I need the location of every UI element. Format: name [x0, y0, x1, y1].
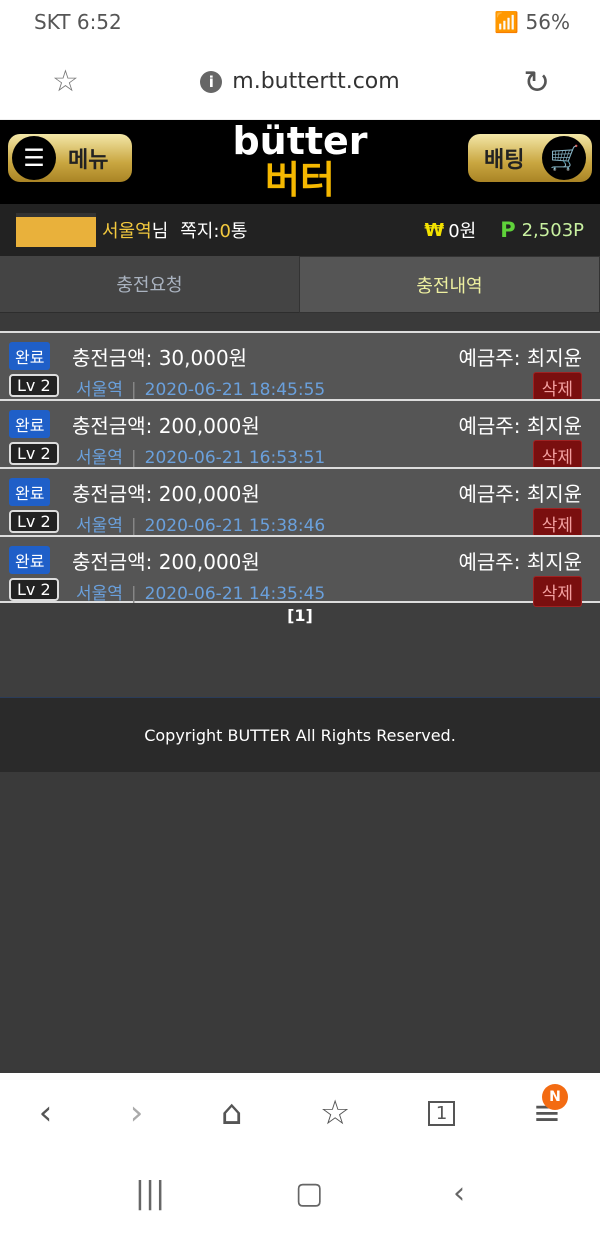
- record-datetime: 2020-06-21 16:53:51: [144, 448, 326, 468]
- divider: |: [130, 448, 137, 468]
- depositor: 예금주: 최지윤: [458, 550, 583, 574]
- status-badge: 완료: [9, 478, 51, 506]
- delete-button[interactable]: 삭제: [532, 576, 582, 607]
- recents-icon[interactable]: |||: [134, 1175, 166, 1211]
- username: 서울역: [102, 221, 152, 242]
- charge-amount: 충전금액: 200,000원: [72, 482, 260, 506]
- info-icon[interactable]: i: [200, 70, 223, 93]
- divider: |: [130, 584, 137, 604]
- record-datetime: 2020-06-21 18:45:55: [144, 380, 326, 400]
- charge-history-list: 완료 충전금액: 30,000원 예금주: 최지윤 Lv 2 서울역 | 2020-…: [0, 331, 600, 607]
- delete-button[interactable]: 삭제: [532, 508, 582, 539]
- back-icon[interactable]: ‹: [38, 1093, 53, 1133]
- back-button-icon[interactable]: ‹: [453, 1175, 466, 1211]
- depositor: 예금주: 최지윤: [458, 482, 583, 506]
- level-badge: Lv 2: [9, 510, 59, 533]
- user-bar: 서울역 님 쪽지:0통 ₩ 0원 P 2,503P: [0, 204, 600, 256]
- record-meta: 서울역 | 2020-06-21 14:35:45: [76, 579, 325, 604]
- logo-ko: 버터: [265, 158, 335, 202]
- browser-url-bar: ☆ i m.buttertt.com ↻: [0, 44, 600, 120]
- list-item: 완료 충전금액: 200,000원 예금주: 최지윤 Lv 2 서울역 | 2020…: [0, 399, 600, 471]
- footer: Copyright BUTTER All Rights Reserved.: [0, 698, 600, 772]
- list-item: 완료 충전금액: 200,000원 예금주: 최지윤 Lv 2 서울역 | 2020…: [0, 467, 600, 539]
- delete-button[interactable]: 삭제: [532, 372, 582, 403]
- charge-amount: 충전금액: 200,000원: [72, 414, 260, 438]
- browser-bottom-nav: ‹ › ⌂ ☆ 1 ≡: [0, 1073, 600, 1153]
- msg-count: 0: [219, 221, 231, 242]
- forward-icon[interactable]: ›: [129, 1093, 144, 1133]
- msg-unit: 통: [230, 221, 248, 242]
- level-badge: Lv 2: [9, 442, 59, 465]
- divider: |: [130, 516, 137, 536]
- logo[interactable]: bütter 버터: [222, 122, 378, 200]
- menu-icon: ☰: [12, 136, 56, 180]
- msg-label: 쪽지:: [180, 221, 220, 242]
- carrier: SKT: [34, 10, 71, 34]
- logo-en: bütter: [232, 119, 368, 163]
- level-badge: Lv 2: [9, 374, 59, 397]
- url-field[interactable]: i m.buttertt.com: [200, 69, 400, 94]
- cart-icon: 🛒: [542, 136, 587, 180]
- record-meta: 서울역 | 2020-06-21 16:53:51: [76, 443, 325, 468]
- tab-charge-history[interactable]: 충전내역: [299, 256, 600, 313]
- notification-badge: N: [542, 1084, 568, 1110]
- page-1-link[interactable]: [1]: [287, 606, 313, 625]
- tab-charge-request[interactable]: 충전요청: [0, 256, 299, 313]
- status-badge: 완료: [9, 342, 51, 370]
- won-icon: ₩: [424, 219, 445, 241]
- charge-amount: 충전금액: 200,000원: [72, 550, 260, 574]
- bookmark-star-icon[interactable]: ☆: [52, 64, 79, 99]
- tabs: 충전요청 충전내역: [0, 256, 600, 313]
- battery-level: 56%: [525, 10, 570, 34]
- avatar: [16, 213, 96, 247]
- messages-link[interactable]: 쪽지:0통: [180, 217, 247, 243]
- record-user: 서울역: [76, 516, 123, 536]
- depositor: 예금주: 최지윤: [458, 346, 583, 370]
- record-meta: 서울역 | 2020-06-21 18:45:55: [76, 375, 325, 400]
- point-icon: P: [500, 218, 516, 242]
- status-badge: 완료: [9, 546, 51, 574]
- bet-button[interactable]: 배팅 🛒: [468, 134, 592, 182]
- url-text: m.buttertt.com: [232, 69, 400, 94]
- pager-area: [0, 600, 600, 698]
- list-item: 완료 충전금액: 30,000원 예금주: 최지윤 Lv 2 서울역 | 2020-…: [0, 331, 600, 403]
- menu-button[interactable]: ☰ 메뉴: [8, 134, 132, 182]
- status-badge: 완료: [9, 410, 51, 438]
- wifi-icon: 📶: [494, 10, 520, 34]
- record-user: 서울역: [76, 380, 123, 400]
- status-bar: SKT 6:52 📶 56%: [0, 0, 600, 44]
- divider: |: [130, 380, 137, 400]
- menu-label: 메뉴: [68, 148, 109, 173]
- record-datetime: 2020-06-21 14:35:45: [144, 584, 326, 604]
- tabs-icon[interactable]: 1: [427, 1100, 456, 1126]
- bookmarks-icon[interactable]: ☆: [319, 1093, 351, 1133]
- system-nav: ||| ▢ ‹: [0, 1153, 600, 1233]
- depositor: 예금주: 최지윤: [458, 414, 583, 438]
- record-user: 서울역: [76, 584, 123, 604]
- home-icon[interactable]: ⌂: [220, 1093, 243, 1133]
- username-suffix: 님: [151, 221, 169, 242]
- list-item: 완료 충전금액: 200,000원 예금주: 최지윤 Lv 2 서울역 | 2020…: [0, 535, 600, 607]
- clock: 6:52: [76, 10, 122, 34]
- record-user: 서울역: [76, 448, 123, 468]
- charge-amount: 충전금액: 30,000원: [72, 346, 248, 370]
- record-datetime: 2020-06-21 15:38:46: [144, 516, 326, 536]
- home-button-icon[interactable]: ▢: [294, 1175, 324, 1211]
- bet-label: 배팅: [484, 148, 525, 173]
- record-meta: 서울역 | 2020-06-21 15:38:46: [76, 511, 325, 536]
- delete-button[interactable]: 삭제: [532, 440, 582, 471]
- reload-icon[interactable]: ↻: [523, 62, 550, 101]
- money-balance: 0원: [448, 221, 477, 242]
- site-header: ☰ 메뉴 bütter 버터 배팅 🛒: [0, 120, 600, 204]
- level-badge: Lv 2: [9, 578, 59, 601]
- point-balance: 2,503P: [521, 219, 584, 241]
